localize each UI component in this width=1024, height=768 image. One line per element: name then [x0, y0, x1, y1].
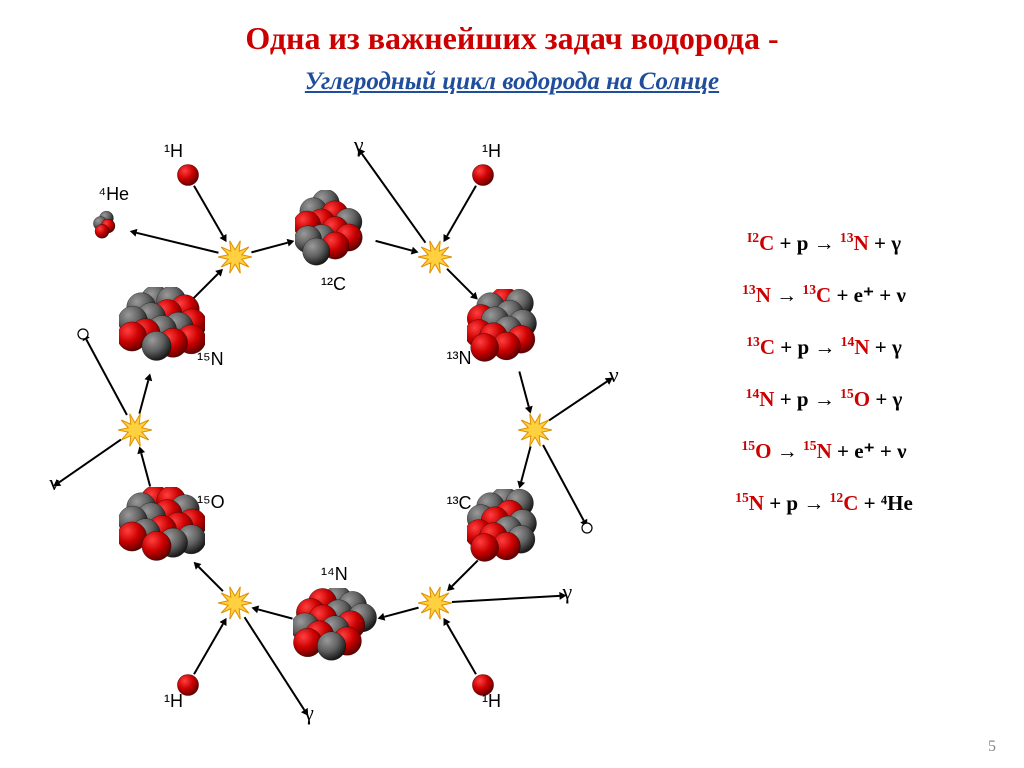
- nucleus-label-C13: ¹³C: [447, 493, 472, 514]
- title-sub: Углеродный цикл водорода на Солнце: [0, 68, 1024, 96]
- equation-5: 15N + p → 12C + ⁴He: [664, 490, 984, 516]
- nucleus-C12: [295, 190, 375, 270]
- positron-out-4: [77, 327, 89, 345]
- title-main: Одна из важнейших задач водорода -: [0, 20, 1024, 57]
- gamma-out-label-2: γ: [562, 579, 572, 605]
- neutrino-out-label-4: ν: [49, 470, 59, 496]
- he4-out-label: ⁴He: [98, 184, 129, 205]
- reaction-flash-1: [518, 413, 552, 452]
- neutrino-out-label-1: ν: [609, 362, 619, 388]
- proton-in-label-3: ¹H: [164, 691, 183, 712]
- nucleus-label-O15: ¹⁵O: [197, 492, 224, 513]
- equation-0: I2C + p → 13N + γ: [664, 230, 984, 256]
- gamma-out-label-3: γ: [304, 700, 314, 726]
- nucleus-N14: [293, 588, 377, 672]
- equations-list: I2C + p → 13N + γ 13N → 13C + e⁺ + ν 13C +…: [664, 230, 984, 542]
- nucleus-N13: [467, 289, 549, 371]
- proton-in-5: [177, 164, 199, 191]
- proton-in-label-0: ¹H: [482, 141, 501, 162]
- nucleus-label-N14: ¹⁴N: [321, 564, 348, 585]
- proton-in-label-2: ¹H: [482, 691, 501, 712]
- equation-3: 14N + p → 15O + γ: [664, 386, 984, 412]
- cno-cycle-diagram: ¹²C¹³N¹³C¹⁴N¹⁵O¹⁵N¹Hγν¹Hγ¹Hγν¹H⁴He: [30, 110, 640, 720]
- page-number: 5: [988, 738, 996, 756]
- proton-in-label-5: ¹H: [164, 141, 183, 162]
- gamma-out-label-0: γ: [354, 132, 364, 158]
- equation-4: 15O → 15N + e⁺ + ν: [664, 438, 984, 464]
- equation-1: 13N → 13C + e⁺ + ν: [664, 282, 984, 308]
- nucleus-C13: [467, 489, 549, 571]
- nucleus-label-C12: ¹²C: [321, 274, 346, 295]
- reaction-flash-2: [418, 586, 452, 625]
- reaction-flash-5: [218, 240, 252, 279]
- reaction-flash-3: [218, 586, 252, 625]
- equation-2: 13C + p → 14N + γ: [664, 334, 984, 360]
- nucleus-label-N15: ¹⁵N: [197, 349, 223, 370]
- nucleus-O15: [119, 487, 205, 573]
- he4-out: [88, 206, 128, 246]
- proton-in-0: [472, 164, 494, 191]
- reaction-flash-4: [118, 413, 152, 452]
- nucleus-label-N13: ¹³N: [447, 348, 472, 369]
- nucleus-N15: [119, 287, 205, 373]
- reaction-flash-0: [418, 240, 452, 279]
- positron-out-1: [581, 521, 593, 539]
